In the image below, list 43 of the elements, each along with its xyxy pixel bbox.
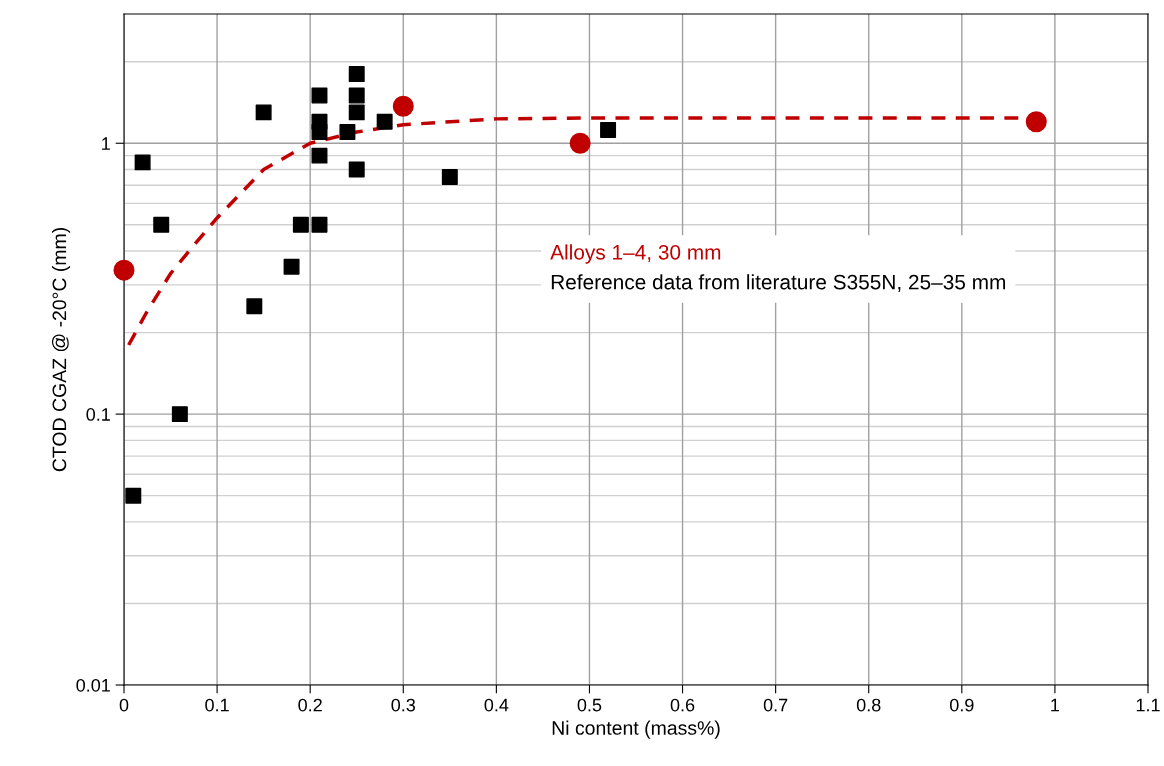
point [348,87,365,104]
point [311,147,328,164]
x-tick-label: 0.1 [205,698,229,712]
point [153,216,170,233]
y-tick-label: 0.1 [86,408,110,421]
point [1025,111,1047,133]
x-tick-label: 0.8 [856,698,881,712]
x-tick-label: 0.4 [484,698,509,712]
point [348,161,365,178]
point [125,487,142,504]
point [339,124,356,141]
x-tick-label: 0.5 [577,698,602,712]
y-tick-label: 1 [102,137,110,150]
point [441,169,458,186]
point [246,298,263,315]
point [311,87,328,104]
x-tick-label: 0.9 [949,698,974,712]
point [348,66,365,83]
point [376,113,393,130]
point [292,216,309,233]
y-tick-label: 0.01 [76,678,110,692]
x-tick-label: 1 [1051,698,1060,712]
point [113,259,135,281]
x-axis-title: Ni content (mass%) [552,720,720,739]
x-tick-label: 0.7 [763,698,788,712]
point [600,121,617,138]
x-tick-label: 0.3 [391,698,416,712]
y-axis-title: CTOD CGAZ @ -20°C (mm) [51,228,71,472]
point [134,154,151,171]
point [283,258,300,275]
point [569,132,591,154]
point [311,124,328,141]
text: Reference data from literature S355N, 25–35 mm [551,274,1006,292]
x-tick-label: 0.2 [298,698,322,712]
point [311,216,328,233]
point [348,104,365,121]
point [171,406,188,423]
x-tick-label: 0.6 [670,698,695,712]
point [255,104,272,121]
point [392,95,414,117]
x-tick-label: 1.1 [1136,698,1160,712]
text: Alloys 1–4, 30 mm [550,244,721,264]
x-tick-label: 0 [119,698,129,712]
